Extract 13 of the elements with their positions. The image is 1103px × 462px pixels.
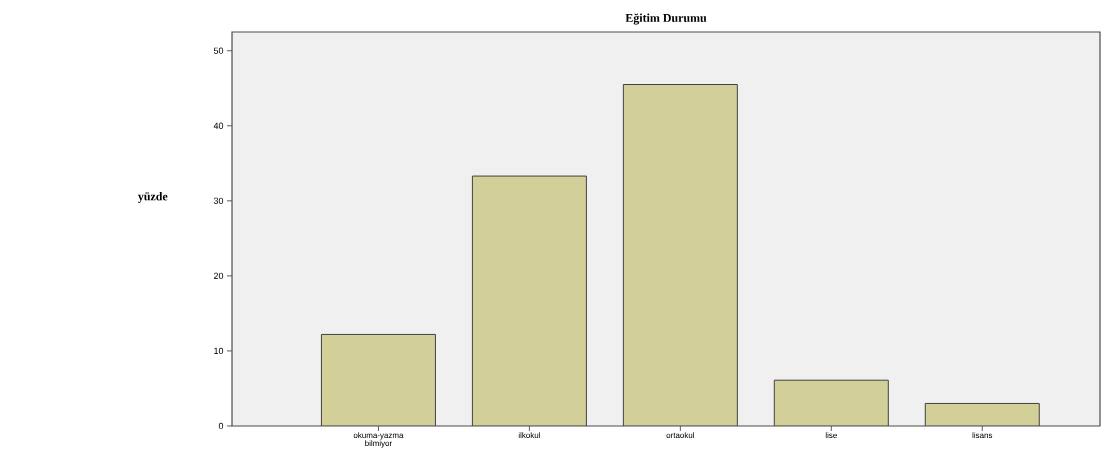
y-tick-label: 50 bbox=[213, 47, 224, 54]
bar bbox=[321, 334, 436, 426]
bar bbox=[924, 402, 1040, 426]
bar bbox=[773, 379, 889, 426]
y-tick-label: 40 bbox=[213, 122, 224, 129]
y-tick-label: 20 bbox=[213, 272, 224, 280]
y-tick-label: 0 bbox=[218, 422, 224, 430]
y-tick-label: 30 bbox=[213, 197, 224, 205]
bar bbox=[622, 84, 738, 426]
y-tick-label: 10 bbox=[214, 347, 224, 355]
chart-title: Eğitim Durumu bbox=[625, 13, 707, 25]
bar bbox=[471, 175, 587, 426]
y-axis-title: yüzde bbox=[137, 192, 168, 203]
